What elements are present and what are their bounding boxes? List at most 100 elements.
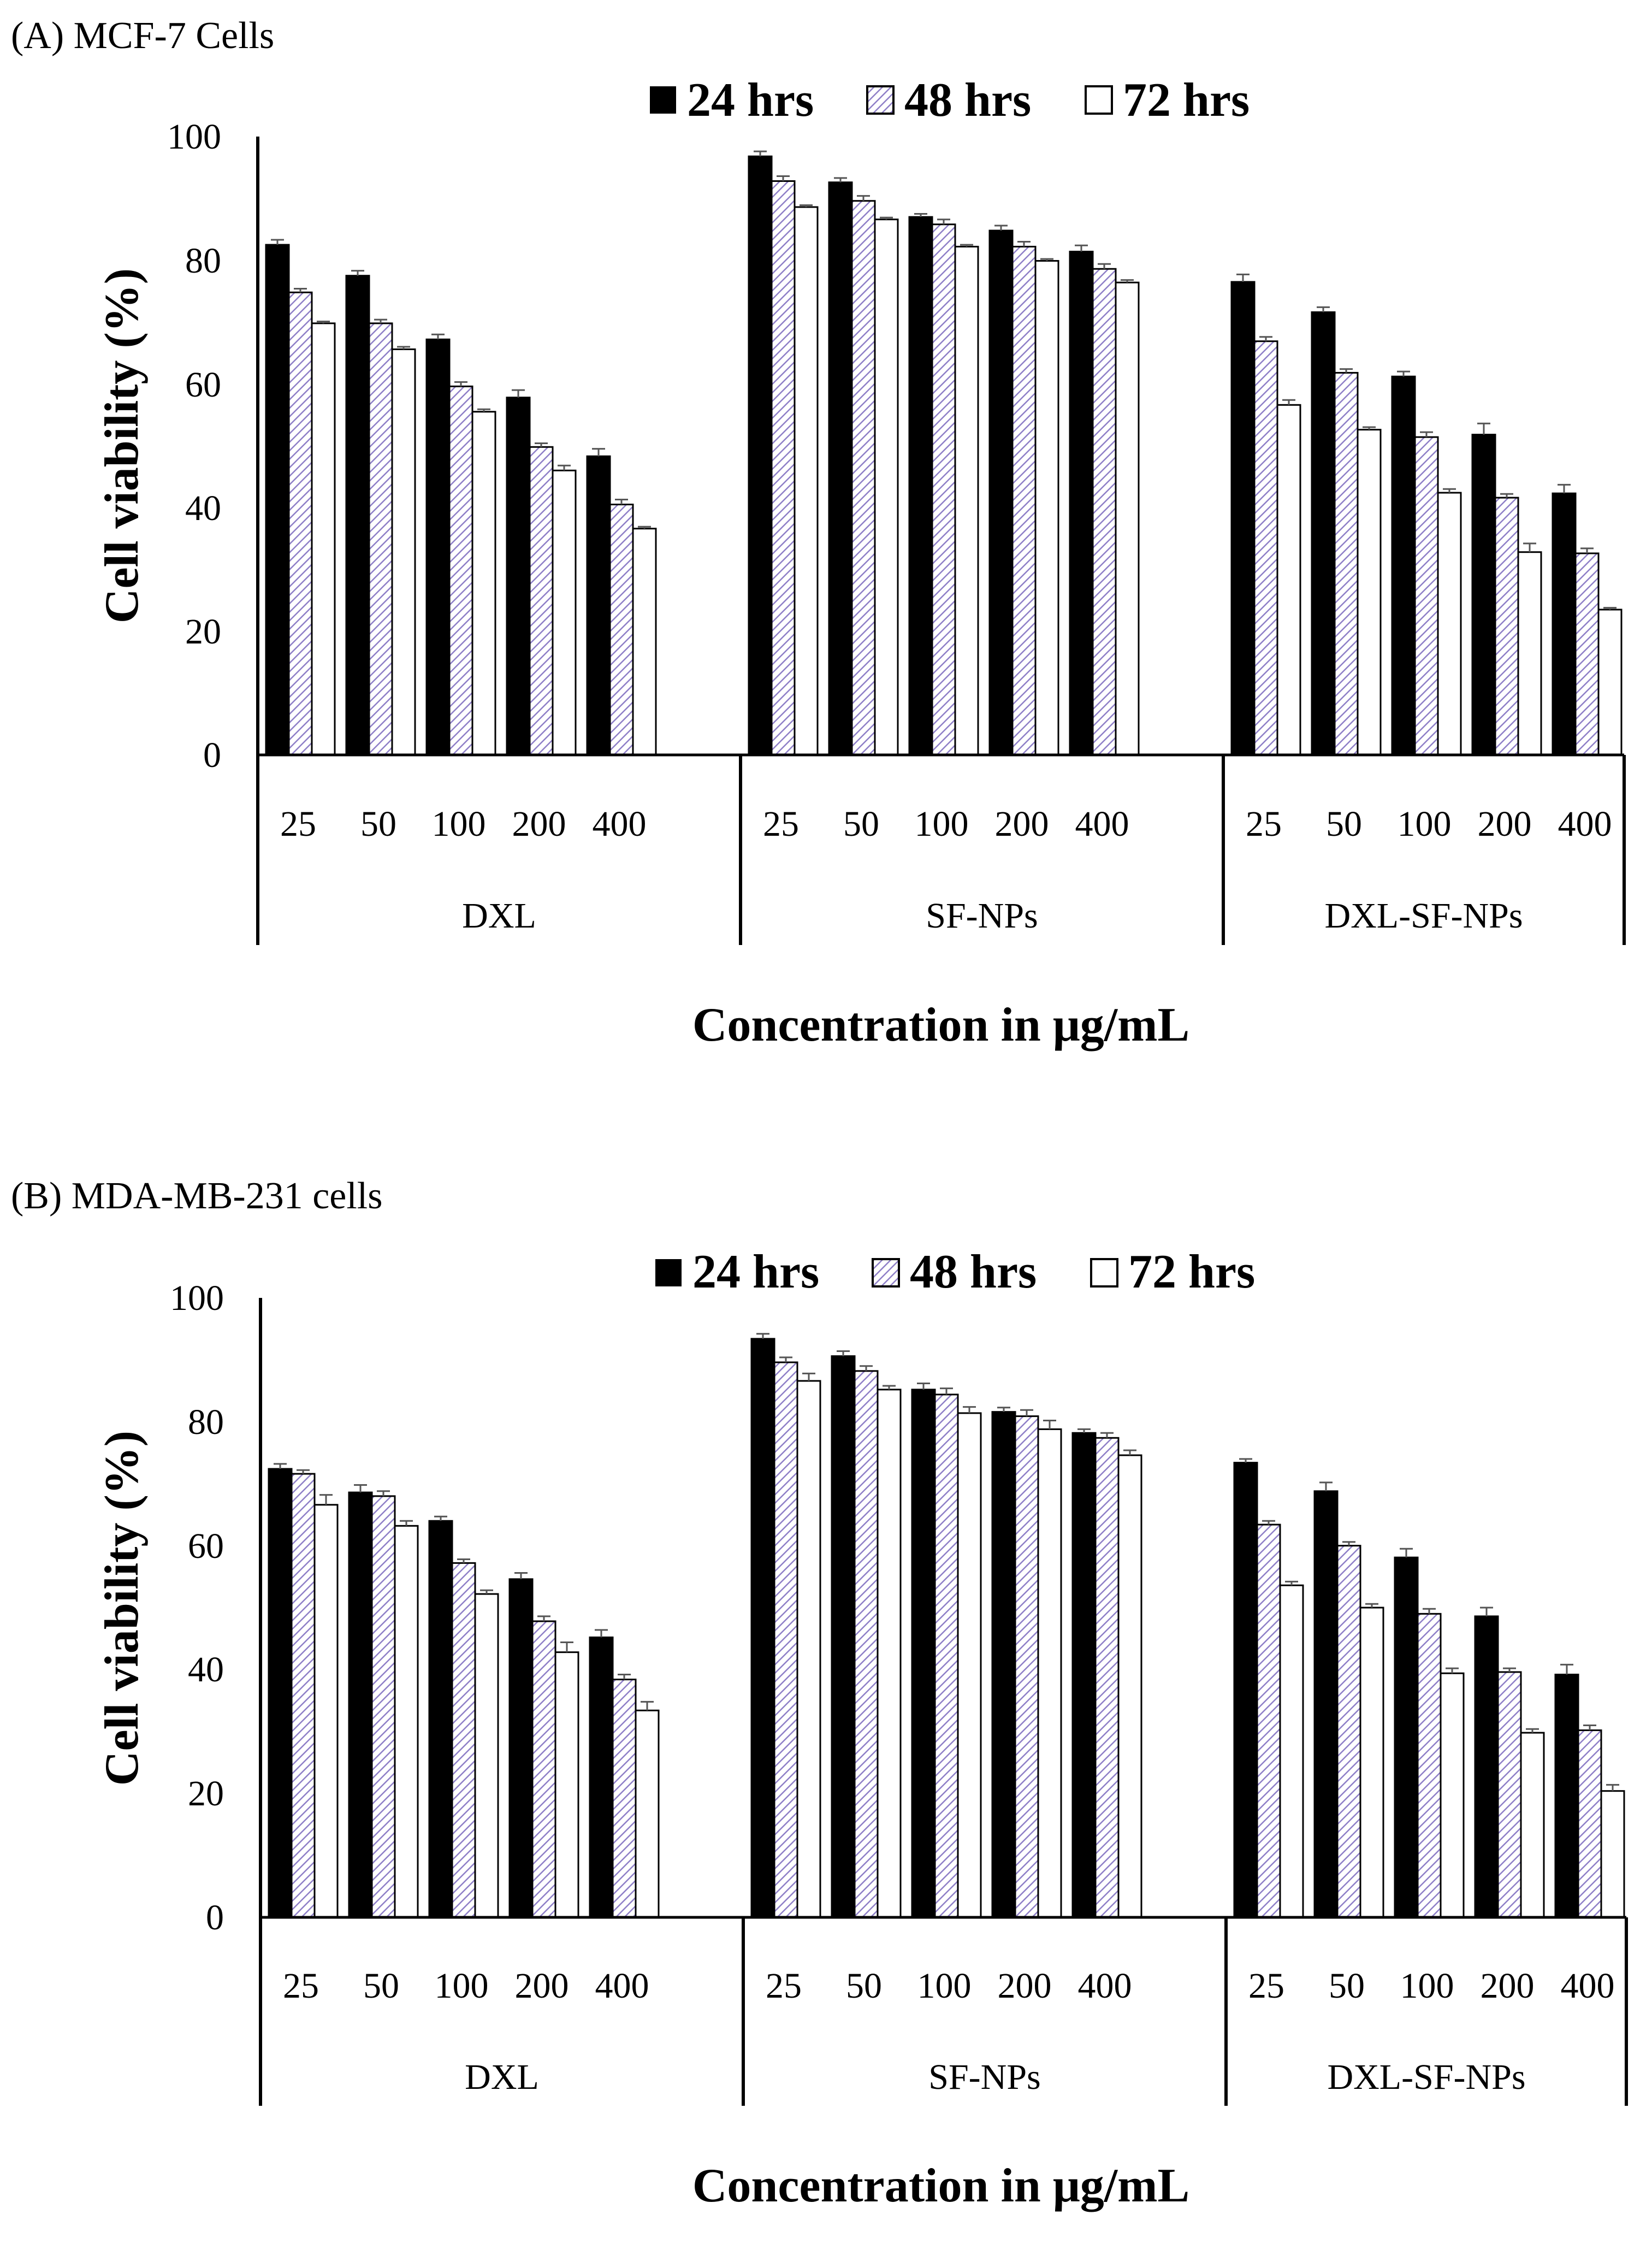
error-bar	[777, 175, 790, 181]
error-bar	[434, 1515, 447, 1521]
error-bar	[756, 1333, 769, 1339]
bar-72h	[1117, 1454, 1142, 1918]
bar-24h	[268, 1468, 293, 1918]
bar-24h	[1554, 1673, 1579, 1918]
error-bar	[754, 150, 767, 157]
legend-a-swatch-24h	[650, 86, 676, 114]
bar-72h	[635, 1709, 660, 1918]
bar-48h	[1574, 552, 1600, 756]
panel-b-category-labels: 25 50 100 200 400 25 50 100 200 400 25 5…	[283, 1966, 1615, 2006]
bar-48h	[371, 1495, 396, 1918]
error-bar	[1560, 1663, 1573, 1675]
error-bar	[512, 389, 525, 398]
bar-24h	[1233, 1462, 1258, 1918]
bar-24h	[508, 1578, 534, 1918]
bar-48h	[1494, 497, 1519, 756]
error-bar	[857, 195, 870, 201]
error-bar	[1500, 493, 1513, 498]
bar-48h	[529, 446, 554, 756]
ytick-label: 80	[185, 241, 221, 281]
ytick-label: 40	[188, 1650, 224, 1690]
error-bar	[1098, 263, 1111, 269]
bar-72h	[874, 219, 899, 756]
bar-24h	[748, 155, 773, 756]
bar-72h	[311, 322, 336, 756]
error-bar	[641, 1700, 654, 1711]
category-label: 400	[595, 1966, 649, 2006]
bar-24h	[991, 1411, 1016, 1918]
bar-24h	[428, 1520, 453, 1918]
error-bar	[595, 1629, 608, 1638]
error-bar	[1020, 1409, 1033, 1416]
error-bar	[1583, 1724, 1596, 1731]
error-bar	[1558, 483, 1571, 494]
category-label: 200	[1478, 804, 1532, 844]
category-label: 400	[1561, 1966, 1615, 2006]
legend-a-label-48h: 48 hrs	[904, 74, 1031, 127]
error-bar	[1420, 431, 1433, 438]
bar-72h	[1034, 260, 1059, 756]
ytick-label: 100	[170, 1278, 224, 1318]
bar-24h	[1071, 1432, 1097, 1918]
error-bar	[1603, 607, 1617, 610]
category-label: 400	[1075, 804, 1129, 844]
error-bar	[477, 408, 490, 412]
panel-a-legend: 24 hrs 48 hrs 72 hrs	[650, 74, 1250, 127]
bar-24h	[1069, 251, 1094, 756]
error-bar	[917, 1382, 930, 1390]
bar-48h	[1256, 1523, 1281, 1918]
bar-48h	[1417, 1613, 1442, 1918]
error-bar	[480, 1589, 493, 1595]
bar-48h	[291, 1473, 316, 1918]
error-bar	[940, 1387, 953, 1395]
ytick-label: 0	[206, 1898, 224, 1938]
error-bar	[1363, 426, 1376, 430]
category-label: 100	[917, 1966, 972, 2006]
error-bar	[1077, 1428, 1091, 1433]
category-label: 100	[1398, 804, 1452, 844]
legend-b-swatch-24h	[655, 1259, 682, 1286]
error-bar	[963, 1406, 976, 1413]
ytick-label: 60	[185, 365, 221, 405]
category-label: 50	[360, 804, 396, 844]
error-bar	[1397, 370, 1410, 377]
error-bar	[1285, 1580, 1298, 1586]
bar-72h	[552, 469, 577, 756]
category-label: 25	[280, 804, 316, 844]
category-label: 200	[995, 804, 1049, 844]
bar-72h	[1115, 281, 1140, 756]
bar-24h	[1311, 311, 1336, 756]
bar-48h	[771, 180, 796, 756]
error-bar	[271, 239, 284, 245]
category-label: 25	[283, 1966, 319, 2006]
category-label: 400	[593, 804, 647, 844]
ytick-label: 80	[188, 1402, 224, 1442]
bar-24h	[1471, 434, 1496, 756]
legend-b-label-24h: 24 hrs	[692, 1245, 819, 1298]
bar-72h	[1276, 404, 1301, 756]
error-bar	[431, 333, 445, 340]
panel-a-y-axis-title: Cell viability (%)	[96, 268, 149, 623]
bar-72h	[474, 1593, 499, 1918]
bar-48h	[1334, 371, 1359, 756]
category-label: 100	[432, 804, 486, 844]
bar-24h	[750, 1338, 775, 1918]
bar-72h	[471, 411, 496, 756]
error-bar	[1282, 399, 1295, 405]
error-bar	[1477, 422, 1490, 435]
error-bar	[860, 1365, 873, 1371]
legend-b-label-48h: 48 hrs	[910, 1245, 1037, 1298]
bar-72h	[1440, 1672, 1465, 1918]
bar-72h	[1600, 1790, 1625, 1918]
error-bar	[1017, 240, 1031, 247]
error-bar	[834, 177, 847, 182]
panel-a-y-ticks: 100 80 60 40 20 0	[167, 117, 221, 775]
error-bar	[1236, 273, 1250, 282]
bar-72h	[1037, 1428, 1062, 1918]
legend-a-swatch-72h	[1085, 85, 1113, 115]
bar-72h	[796, 1380, 821, 1918]
error-bar	[638, 525, 651, 529]
group-label-sf-nps: SF-NPs	[926, 896, 1038, 936]
bar-48h	[1094, 1437, 1120, 1918]
bar-24h	[1552, 492, 1577, 756]
